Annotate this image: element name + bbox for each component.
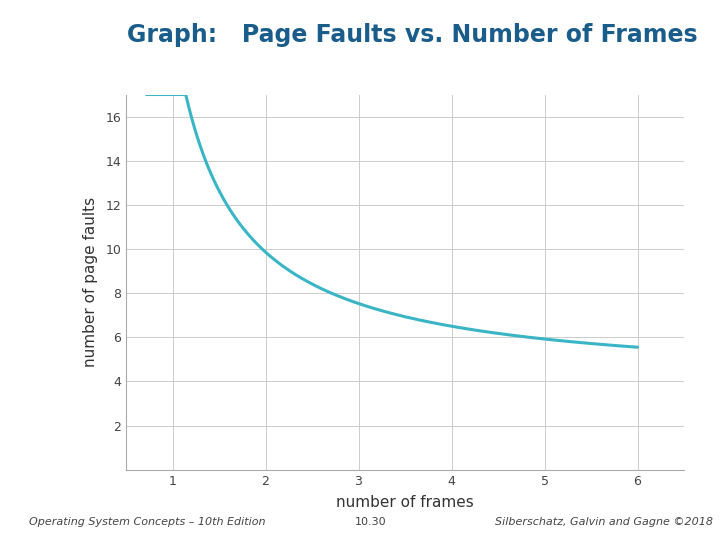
Text: Silberschatz, Galvin and Gagne ©2018: Silberschatz, Galvin and Gagne ©2018: [495, 517, 713, 527]
Y-axis label: number of page faults: number of page faults: [84, 197, 99, 367]
X-axis label: number of frames: number of frames: [336, 495, 474, 510]
Text: 10.30: 10.30: [355, 517, 387, 527]
Text: Operating System Concepts – 10th Edition: Operating System Concepts – 10th Edition: [29, 517, 265, 527]
Text: Graph:   Page Faults vs. Number of Frames: Graph: Page Faults vs. Number of Frames: [127, 23, 698, 47]
